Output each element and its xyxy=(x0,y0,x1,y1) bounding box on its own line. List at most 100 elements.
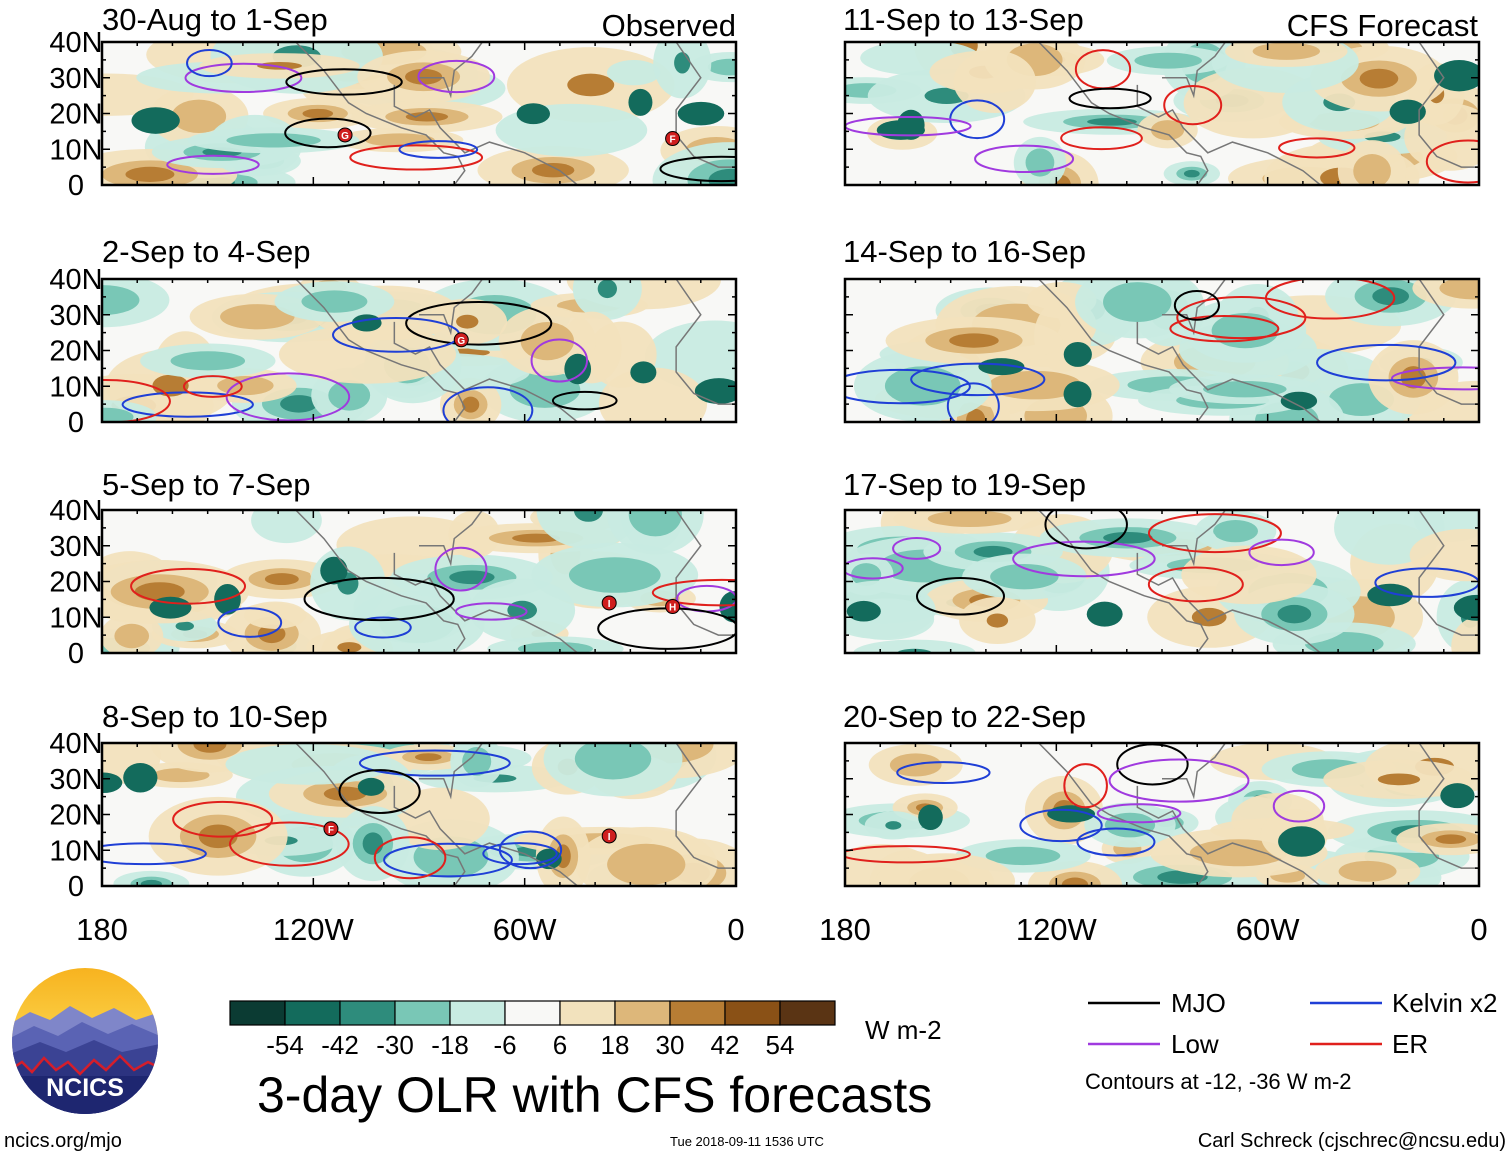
negative-olr-peak xyxy=(449,570,495,585)
y-tick-label: 10N xyxy=(49,835,102,867)
positive-olr-peak xyxy=(302,108,334,119)
low-contour xyxy=(434,546,488,592)
deep-convection-core xyxy=(351,314,382,332)
deep-convection-core xyxy=(357,777,385,796)
panel-6 xyxy=(843,508,1481,655)
deep-convection-core xyxy=(102,772,123,793)
positive-olr-peak xyxy=(337,642,362,653)
negative-olr-peak xyxy=(885,821,902,830)
er-contour xyxy=(349,144,484,171)
deep-convection-core xyxy=(1086,601,1123,627)
deep-convection-core xyxy=(918,804,943,831)
tick-marks xyxy=(101,742,737,887)
author-credit: Carl Schreck (cjschrec@ncsu.edu) xyxy=(1197,1130,1506,1152)
y-tick-label: 40N xyxy=(49,728,102,760)
er-contour xyxy=(1060,126,1143,151)
y-tick-label: 40N xyxy=(49,264,102,296)
kelvin-contour xyxy=(383,842,513,878)
colorbar-tick-label: -30 xyxy=(376,1030,414,1060)
negative-olr-anomaly xyxy=(225,743,392,785)
negative-olr-anomaly xyxy=(853,639,976,653)
panel-title-fcst-4: 20-Sep to 22-Sep xyxy=(843,699,1087,734)
low-contour xyxy=(225,372,351,422)
storm-marker xyxy=(665,599,681,615)
positive-olr-peak xyxy=(405,111,449,122)
mjo-contour xyxy=(1068,87,1152,110)
positive-olr-core xyxy=(1439,279,1479,300)
deep-convection-core xyxy=(1063,381,1092,408)
mjo-contour xyxy=(285,68,403,96)
positive-olr-peak xyxy=(193,743,227,753)
kelvin-contour xyxy=(845,368,971,405)
panel-title-obs-3: 5-Sep to 7-Sep xyxy=(102,467,311,502)
olr-anomaly-field xyxy=(845,743,1479,886)
deep-convection-core xyxy=(320,556,348,585)
mjo-contour xyxy=(551,390,618,411)
positive-olr-peak xyxy=(512,533,561,543)
y-tick-label: 20N xyxy=(49,99,102,131)
negative-olr-core xyxy=(884,366,961,406)
coastline-caribbean xyxy=(1136,552,1321,653)
coastline-us-gulf xyxy=(419,42,484,99)
low-contour xyxy=(454,602,528,621)
er-contour xyxy=(102,378,171,422)
coastline-caribbean xyxy=(393,84,578,185)
er-contour xyxy=(182,375,243,398)
storm-marker xyxy=(601,595,617,611)
positive-olr-peak xyxy=(125,166,175,183)
negative-olr-peak xyxy=(597,279,617,299)
x-tick-label: 180 xyxy=(76,912,128,947)
kelvin-contour xyxy=(217,607,283,638)
er-contour xyxy=(1147,566,1244,603)
mjo-contour xyxy=(303,576,455,622)
positive-olr-peak xyxy=(134,582,185,602)
colorbar-swatch xyxy=(779,1000,836,1026)
storm-label: I xyxy=(608,599,611,610)
deep-convection-core xyxy=(1440,783,1475,809)
coastline-pacific xyxy=(1038,743,1209,886)
colorbar-tick-label: 42 xyxy=(711,1030,740,1060)
colorbar-swatch xyxy=(394,1000,451,1026)
legend-label-mjo: MJO xyxy=(1171,988,1226,1018)
low-contour xyxy=(892,537,942,560)
positive-olr-core xyxy=(217,376,274,396)
x-tick-label: 180 xyxy=(819,912,871,947)
colorbar-tick-label: 18 xyxy=(601,1030,630,1060)
er-contour xyxy=(1147,513,1282,554)
positive-olr-peak xyxy=(567,73,615,97)
low-contour xyxy=(1248,538,1315,567)
colorbar-swatch xyxy=(229,1000,286,1026)
positive-olr-anomaly xyxy=(1181,545,1317,605)
colorbar-swatch xyxy=(504,1000,561,1026)
timestamp: Tue 2018-09-11 1536 UTC xyxy=(670,1134,824,1149)
ncics-logo: NCICS xyxy=(12,968,158,1114)
negative-olr-peak xyxy=(362,832,384,855)
positive-olr-core xyxy=(1150,120,1185,141)
colorbar-swatch xyxy=(449,1000,506,1026)
y-tick-label: 40N xyxy=(49,27,102,59)
kelvin-contour xyxy=(946,382,1000,422)
negative-olr-core xyxy=(1213,519,1258,543)
tick-marks xyxy=(844,509,1480,654)
panel-title-obs-2: 2-Sep to 4-Sep xyxy=(102,234,311,269)
low-contour xyxy=(530,338,589,383)
y-tick-label: 0 xyxy=(68,638,84,670)
panel-title-obs-1: 30-Aug to 1-Sep xyxy=(102,2,328,37)
y-tick-label: 40N xyxy=(49,495,102,527)
kelvin-contour xyxy=(910,362,1046,397)
y-tick-label: 30N xyxy=(49,63,102,95)
y-tick-label: 30N xyxy=(49,764,102,796)
colorbar-tick-label: -54 xyxy=(266,1030,304,1060)
site-link[interactable]: ncics.org/mjo xyxy=(4,1130,122,1152)
negative-olr-peak xyxy=(280,395,318,413)
colorbar-tick-label: 54 xyxy=(766,1030,795,1060)
deep-convection-core xyxy=(564,353,592,385)
y-tick-label: 20N xyxy=(49,567,102,599)
coastline-us-gulf xyxy=(419,279,484,336)
mjo-contour xyxy=(284,117,372,149)
low-contour xyxy=(1108,758,1250,803)
storm-marker xyxy=(601,828,617,844)
